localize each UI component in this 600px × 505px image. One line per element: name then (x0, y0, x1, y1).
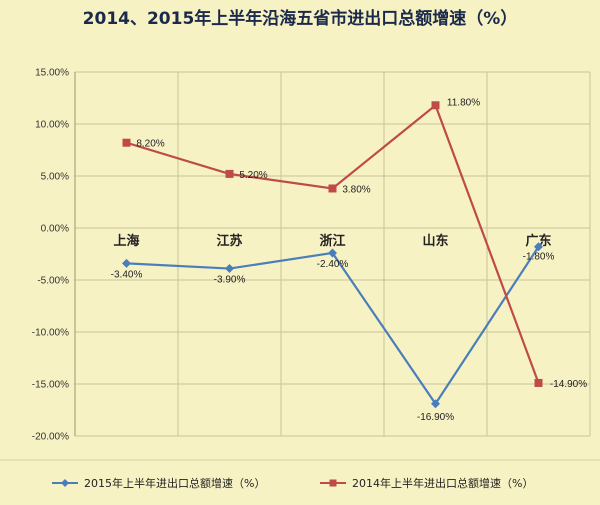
x-category-label: 广东 (525, 233, 551, 249)
series-marker-square (225, 169, 234, 178)
x-category-label: 山东 (422, 233, 448, 249)
series-marker-square (122, 138, 131, 147)
series-marker-diamond (431, 399, 440, 409)
y-tick-label: 5.00% (41, 172, 69, 183)
x-category-label: 浙江 (319, 233, 345, 249)
x-category-label: 江苏 (216, 233, 242, 249)
series-marker-square (534, 378, 543, 387)
data-label: -2.40% (317, 259, 349, 270)
legend-label: 2014年上半年进出口总额增速（%） (352, 476, 533, 490)
legend-label: 2015年上半年进出口总额增速（%） (84, 476, 265, 490)
data-label: -14.90% (550, 379, 587, 390)
series-marker-diamond (534, 242, 543, 252)
data-label: 8.20% (136, 139, 164, 150)
series-marker-square (328, 184, 337, 193)
data-label: -3.40% (111, 269, 143, 280)
data-label: -16.90% (417, 412, 454, 423)
y-tick-label: -20.00% (32, 432, 69, 443)
legend-marker-diamond (61, 479, 69, 487)
legend-marker-square (329, 479, 337, 487)
data-label: 11.80% (447, 97, 480, 108)
data-label: -1.80% (523, 252, 555, 263)
series-marker-square (431, 101, 440, 110)
y-tick-label: 15.00% (35, 68, 69, 79)
x-category-label: 上海 (113, 233, 139, 249)
data-label: 5.20% (239, 170, 267, 181)
series-marker-diamond (328, 248, 337, 258)
data-label: 3.80% (342, 184, 370, 195)
y-tick-label: 0.00% (41, 224, 69, 235)
data-label: -3.90% (214, 275, 246, 286)
y-tick-label: -15.00% (32, 380, 69, 391)
y-tick-label: -5.00% (37, 276, 69, 287)
series-marker-diamond (122, 258, 131, 268)
chart-title: 2014、2015年上半年沿海五省市进出口总额增速（%） (83, 8, 518, 29)
y-tick-label: -10.00% (32, 328, 69, 339)
series-line (126, 246, 540, 406)
series-marker-diamond (225, 264, 234, 274)
y-tick-label: 10.00% (35, 120, 69, 131)
